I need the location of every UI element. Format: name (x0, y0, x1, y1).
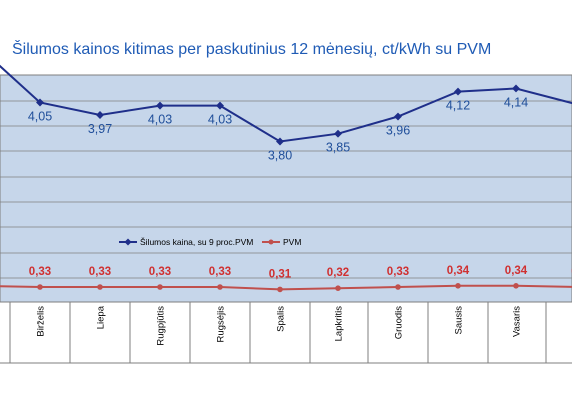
data-label: 3,97 (88, 122, 112, 136)
data-label: 3,80 (268, 149, 292, 163)
data-point (455, 283, 461, 289)
x-tick-label: Rugsėjis (216, 306, 227, 343)
data-point (335, 285, 341, 292)
legend-item: Šilumos kaina, su 9 proc.PVM (140, 237, 253, 247)
data-point (96, 111, 104, 119)
data-label: 4,03 (148, 113, 172, 127)
data-point (37, 284, 43, 290)
data-label: 4,12 (446, 99, 470, 113)
data-point (217, 284, 223, 290)
data-label: 0,34 (447, 265, 470, 277)
x-tick-label: Vasaris (512, 306, 523, 337)
data-label: 0,33 (149, 266, 171, 278)
x-tick-label: Liepa (96, 305, 107, 329)
legend-marker (124, 238, 132, 246)
x-tick-label: Rugpjūtis (156, 306, 167, 346)
data-label: 0,31 (269, 268, 292, 280)
data-label: 0,33 (29, 266, 51, 278)
data-point (277, 286, 283, 293)
legend-marker (268, 239, 274, 245)
x-tick-label: Spalis (276, 306, 287, 332)
data-point (513, 283, 519, 289)
data-label: 0,33 (209, 266, 231, 278)
data-point (395, 284, 401, 290)
x-tick-label: Lapkritis (334, 306, 345, 342)
data-point (97, 284, 103, 290)
chart-title: Šilumos kainos kitimas per paskutinius 1… (12, 41, 492, 58)
data-label: 4,05 (28, 110, 52, 124)
data-label: 0,33 (89, 266, 111, 278)
data-label: 3,96 (386, 124, 410, 138)
data-point (157, 284, 163, 290)
data-label: 0,34 (505, 265, 528, 277)
data-point (276, 137, 284, 146)
data-point (334, 129, 342, 138)
data-label: 0,33 (387, 266, 409, 278)
legend-item: PVM (283, 237, 301, 247)
data-label: 4,03 (208, 113, 232, 127)
data-label: 0,32 (327, 267, 349, 279)
x-tick-label: Birželis (36, 306, 47, 337)
data-label: 4,14 (504, 95, 528, 109)
x-tick-label: Gruodis (394, 306, 405, 340)
data-label: 3,85 (326, 141, 350, 155)
x-tick-label: Sausis (454, 306, 465, 335)
